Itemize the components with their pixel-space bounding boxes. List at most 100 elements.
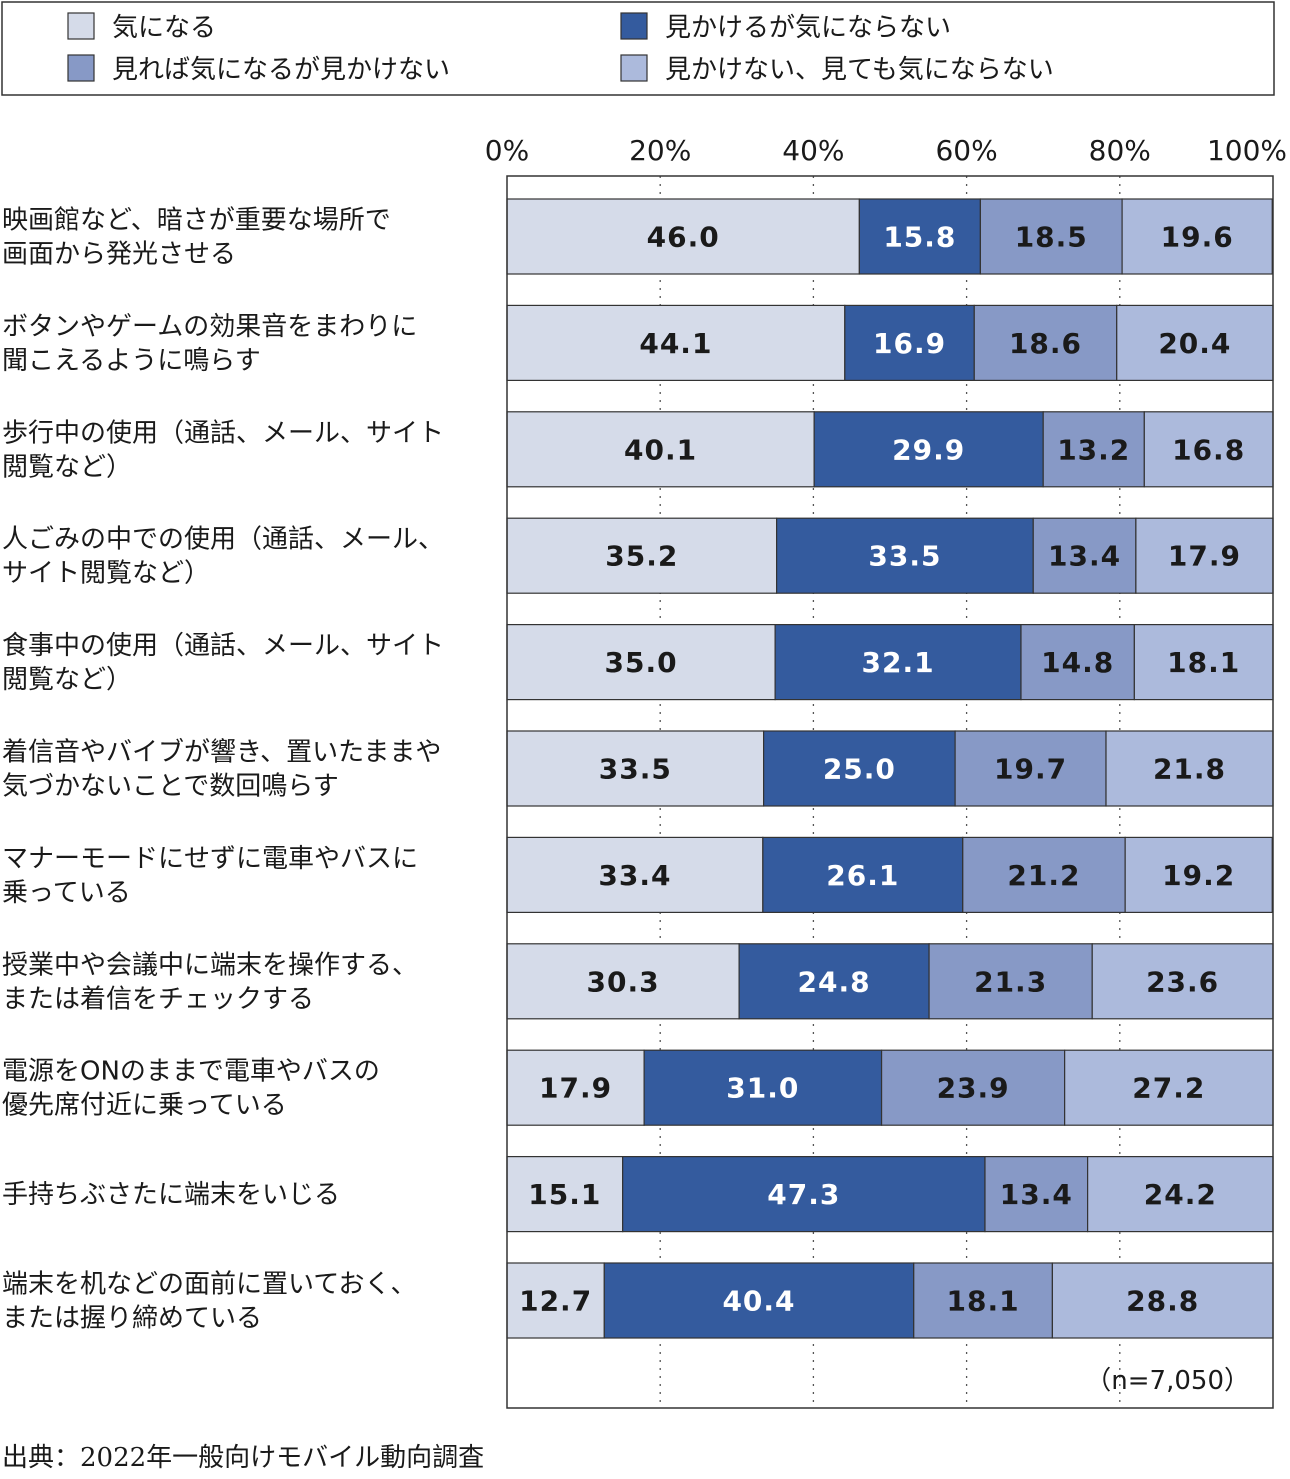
plot-frame [506,175,1274,1409]
data-label: 29.9 [892,433,965,466]
bar-segment [1135,517,1274,594]
data-label: 13.4 [1048,540,1121,573]
data-label: 21.2 [1007,859,1080,892]
x-tick-label: 40% [782,134,844,167]
bar-segment [1032,517,1137,594]
data-label: 35.0 [605,646,678,679]
category-label: 歩行中の使用（通話、メール、サイト閲覧など） [2,418,444,482]
bar-segment [603,1262,915,1339]
data-label: 35.2 [605,540,678,573]
category-labels: 映画館など、暗さが重要な場所で画面から発光させるボタンやゲームの効果音をまわりに… [2,206,444,1334]
bar-segment [738,943,930,1020]
bar-segment [622,1155,986,1233]
data-label: 19.6 [1161,221,1234,254]
bar-segment [1116,304,1274,381]
bar-segment [1105,730,1274,807]
legend-label-2: 見かけるが気にならない [665,13,951,43]
category-label: 端末を机などの面前に置いておく、または握り締めている [2,1270,416,1334]
bar-segment [776,517,1034,594]
data-label: 33.5 [868,540,941,573]
bar-segment [1133,623,1274,701]
legend-label-3: 見れば気になるが見かけない [112,55,450,85]
x-tick-label: 100% [1207,134,1287,167]
bar-segment [984,1155,1089,1233]
bar-segment [1087,1155,1274,1233]
data-label: 19.2 [1162,859,1235,892]
bar-segment [506,517,778,594]
category-label: 授業中や会議中に端末を操作する、または着信をチェックする [2,950,418,1014]
data-label: 27.2 [1132,1072,1205,1105]
bar-segment [973,304,1118,381]
bar-segment [928,943,1093,1020]
data-label: 40.1 [624,433,697,466]
bar-segment [506,304,846,381]
category-label: マナーモードにせずに電車やバスに乗っている [2,844,418,908]
bar-segment [962,836,1126,914]
sample-size-note: （n=7,050） [1085,1366,1250,1396]
legend-label-1: 気になる [112,13,216,43]
data-label: 18.5 [1015,221,1088,254]
data-label: 14.8 [1041,646,1114,679]
category-label: 着信音やバイブが響き、置いたままや気づかないことで数回鳴らす [2,738,441,802]
legend-swatch-4 [620,54,648,82]
data-label: 46.0 [647,221,720,254]
bar-segment [1124,836,1273,914]
source-caption: 出典：2022年一般向けモバイル動向調査 [2,1443,484,1473]
bar-segment [1064,1049,1274,1126]
bar-segment [762,836,964,914]
x-tick-label: 80% [1089,134,1151,167]
data-label: 25.0 [823,753,896,786]
x-tick-label: 0% [485,134,529,167]
category-label: ボタンやゲームの効果音をまわりに聞こえるように鳴らす [2,312,417,376]
bar-segment [506,836,764,914]
bar-segment [979,198,1123,275]
data-label: 18.1 [947,1285,1020,1318]
bar-segment [506,943,740,1020]
data-label: 26.1 [826,859,899,892]
bar-segment [763,730,956,807]
data-label: 13.2 [1057,433,1130,466]
bar-segment [844,304,975,381]
category-label: 手持ちぶさたに端末をいじる [2,1180,340,1210]
data-label: 40.4 [722,1285,795,1318]
legend-label-4: 見かけない、見ても気にならない [665,55,1054,85]
x-tick-label: 60% [935,134,997,167]
bar-segment [506,623,776,701]
x-axis-ticks: 0% 20% 40% 60% 80% 100% [485,134,1287,167]
category-label: 食事中の使用（通話、メール、サイト閲覧など） [2,631,444,695]
bar-segment [774,623,1022,701]
bar-segment [1020,623,1135,701]
bar-segment [813,411,1044,488]
legend-swatch-3 [67,54,95,82]
data-label: 19.7 [994,753,1067,786]
data-label: 47.3 [767,1178,840,1211]
data-label: 17.9 [539,1072,612,1105]
data-label: 24.8 [798,965,871,998]
data-label: 13.4 [1000,1178,1073,1211]
data-label: 33.5 [599,753,672,786]
bars: 46.0 15.8 18.5 19.6 44.1 16.9 18.6 20.4 40.1 29.9… [506,198,1274,1339]
data-label: 33.4 [598,859,671,892]
bar-segment [506,730,765,807]
data-label: 12.7 [519,1285,592,1318]
bar-segment [1143,411,1274,488]
data-label: 30.3 [587,965,660,998]
bar-segment [913,1262,1053,1339]
legend-swatch-2 [620,12,648,40]
category-label: 人ごみの中での使用（通話、メール、サイト閲覧など） [2,525,444,589]
legend-swatch-1 [67,12,95,40]
data-label: 18.1 [1167,646,1240,679]
data-label: 31.0 [726,1072,799,1105]
data-label: 23.9 [937,1072,1010,1105]
data-label: 16.8 [1172,433,1245,466]
data-label: 21.8 [1153,753,1226,786]
bar-segment [506,411,815,488]
bar-segment [1042,411,1145,488]
data-label: 16.9 [873,327,946,360]
x-tick-label: 20% [629,134,691,167]
bar-segment [506,198,860,275]
category-label: 映画館など、暗さが重要な場所で画面から発光させる [2,206,391,270]
data-label: 20.4 [1158,327,1231,360]
